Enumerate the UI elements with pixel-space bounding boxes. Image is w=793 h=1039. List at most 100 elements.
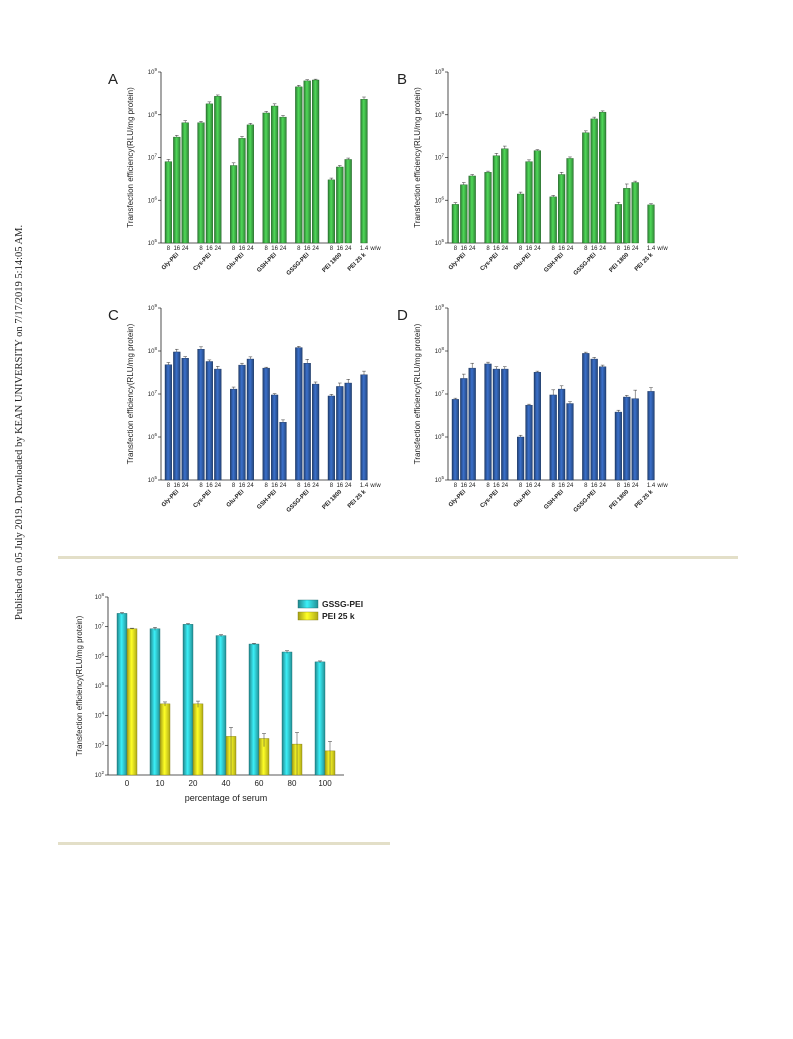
y-axis-title: Transfection efficiency(RLU/mg protein) (75, 615, 84, 756)
x-sub-label: 8 (617, 483, 621, 489)
section-divider (58, 842, 390, 845)
x-sub-label: 16 (558, 483, 565, 489)
legend-swatch (297, 599, 319, 609)
y-tick-label: 107 (435, 389, 445, 398)
x-sub-label: 24 (280, 483, 287, 489)
y-axis-title: Transfection efficiency(RLU/mg protein) (413, 323, 422, 464)
x-sub-label: 16 (206, 246, 213, 252)
bar (182, 624, 194, 776)
x-sub-label: 1.4 (647, 246, 656, 252)
x-sub-label: 16 (623, 483, 630, 489)
x-sub-label: 16 (304, 246, 311, 252)
y-tick-label: 104 (95, 711, 105, 720)
x-axis-title: percentage of serum (185, 793, 268, 803)
bar (192, 703, 204, 776)
x-sub-label: 24 (312, 483, 319, 489)
x-sub-label: 16 (336, 483, 343, 489)
y-tick-label: 105 (148, 238, 158, 247)
unit-label: w/w (369, 246, 381, 252)
x-category-label: 10 (156, 779, 165, 788)
x-sub-label: 16 (336, 246, 343, 252)
y-tick-label: 105 (435, 475, 445, 484)
x-sub-label: 16 (526, 246, 533, 252)
x-sub-label: 16 (493, 246, 500, 252)
x-sub-label: 8 (330, 246, 334, 252)
panel-letter: D (397, 307, 408, 324)
x-sub-label: 16 (591, 246, 598, 252)
x-sub-label: 16 (493, 483, 500, 489)
x-sub-label: 16 (460, 483, 467, 489)
bar (116, 613, 128, 776)
y-tick-label: 107 (148, 153, 158, 162)
panel-letter: A (108, 71, 118, 88)
x-sub-label: 8 (265, 246, 269, 252)
legend-label: PEI 25 k (322, 611, 355, 621)
x-sub-label: 24 (182, 246, 189, 252)
x-sub-label: 8 (454, 246, 458, 252)
x-sub-label: 8 (199, 246, 203, 252)
x-sub-label: 24 (345, 246, 352, 252)
y-tick-label: 106 (435, 195, 445, 204)
x-sub-label: 24 (214, 246, 221, 252)
bar (215, 635, 227, 776)
x-sub-label: 1.4 (360, 246, 369, 252)
y-tick-label: 107 (95, 622, 105, 631)
y-tick-label: 106 (148, 195, 158, 204)
y-tick-label: 107 (435, 153, 445, 162)
x-sub-label: 8 (584, 246, 588, 252)
x-category-label: 20 (189, 779, 198, 788)
x-sub-label: 16 (173, 246, 180, 252)
x-sub-label: 8 (297, 483, 301, 489)
x-category-label: 40 (222, 779, 231, 788)
y-tick-label: 109 (435, 303, 445, 312)
x-sub-label: 8 (584, 483, 588, 489)
y-tick-label: 109 (148, 67, 158, 76)
x-sub-label: 24 (632, 483, 639, 489)
y-tick-label: 108 (148, 346, 158, 355)
x-sub-label: 8 (486, 483, 490, 489)
y-tick-label: 102 (95, 770, 105, 779)
x-sub-label: 24 (214, 483, 221, 489)
x-sub-label: 16 (591, 483, 598, 489)
x-sub-label: 8 (199, 483, 203, 489)
x-sub-label: 1.4 (360, 483, 369, 489)
x-category-label: 100 (318, 779, 332, 788)
y-tick-label: 105 (148, 475, 158, 484)
panel-letter: C (108, 307, 119, 324)
y-tick-label: 105 (435, 238, 445, 247)
bar (314, 661, 326, 776)
legend-label: GSSG-PEI (322, 599, 363, 609)
x-sub-label: 8 (519, 483, 523, 489)
x-sub-label: 1.4 (647, 483, 656, 489)
bar (149, 628, 161, 776)
x-sub-label: 16 (239, 246, 246, 252)
y-tick-label: 103 (95, 740, 105, 749)
x-sub-label: 16 (239, 483, 246, 489)
y-axis-title: Transfection efficiency(RLU/mg protein) (413, 87, 422, 228)
bar (281, 651, 293, 776)
x-sub-label: 24 (534, 483, 541, 489)
x-sub-label: 16 (206, 483, 213, 489)
x-sub-label: 8 (617, 246, 621, 252)
y-tick-label: 109 (435, 67, 445, 76)
x-sub-label: 24 (534, 246, 541, 252)
bar (159, 703, 171, 776)
x-sub-label: 16 (271, 483, 278, 489)
y-tick-label: 107 (148, 389, 158, 398)
section-divider (58, 556, 738, 559)
y-axis-title: Transfection efficiency(RLU/mg protein) (126, 323, 135, 464)
y-tick-label: 105 (95, 681, 105, 690)
x-sub-label: 24 (599, 483, 606, 489)
x-sub-label: 8 (519, 246, 523, 252)
y-tick-label: 108 (435, 346, 445, 355)
y-tick-label: 108 (95, 592, 105, 601)
unit-label: w/w (656, 483, 668, 489)
x-sub-label: 24 (469, 246, 476, 252)
x-sub-label: 24 (567, 483, 574, 489)
x-sub-label: 8 (167, 246, 171, 252)
